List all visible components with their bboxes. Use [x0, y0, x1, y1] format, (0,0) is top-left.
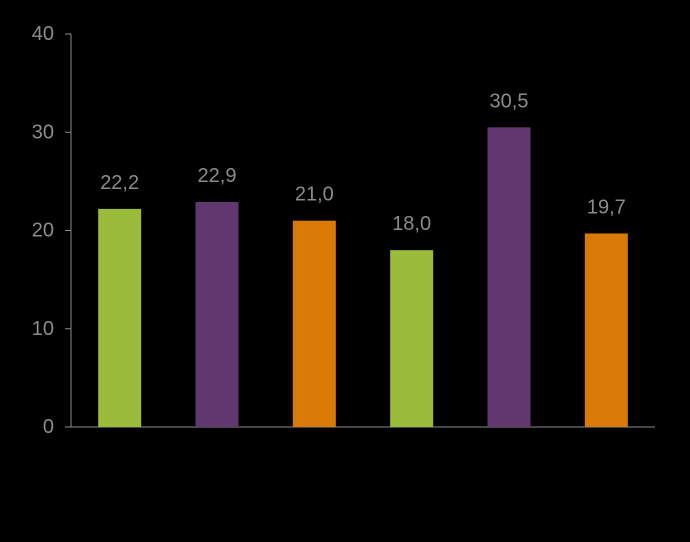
- y-tick-label: 40: [32, 23, 54, 45]
- bar: [98, 208, 142, 427]
- bar-value-label: 21,0: [295, 184, 334, 206]
- y-tick-label: 30: [32, 121, 54, 143]
- bar-value-label: 22,9: [198, 165, 237, 187]
- data-labels-group: 22,2 22,9 21,0 18,0 30,5 19,7: [100, 90, 626, 235]
- bar-value-label: 22,2: [100, 172, 139, 194]
- bar: [390, 250, 434, 427]
- bar: [195, 202, 239, 427]
- y-axis: 0 10 20 30 40: [32, 23, 72, 438]
- bar: [292, 220, 336, 427]
- y-tick-label: 0: [43, 416, 54, 438]
- bar-value-label: 19,7: [587, 196, 626, 218]
- bar-value-label: 18,0: [392, 213, 431, 235]
- bar: [584, 233, 628, 427]
- bar: [487, 127, 531, 428]
- y-tick-label: 10: [32, 318, 54, 340]
- bar-value-label: 30,5: [490, 90, 529, 112]
- bars-group: [98, 127, 628, 428]
- y-tick-label: 20: [32, 220, 54, 242]
